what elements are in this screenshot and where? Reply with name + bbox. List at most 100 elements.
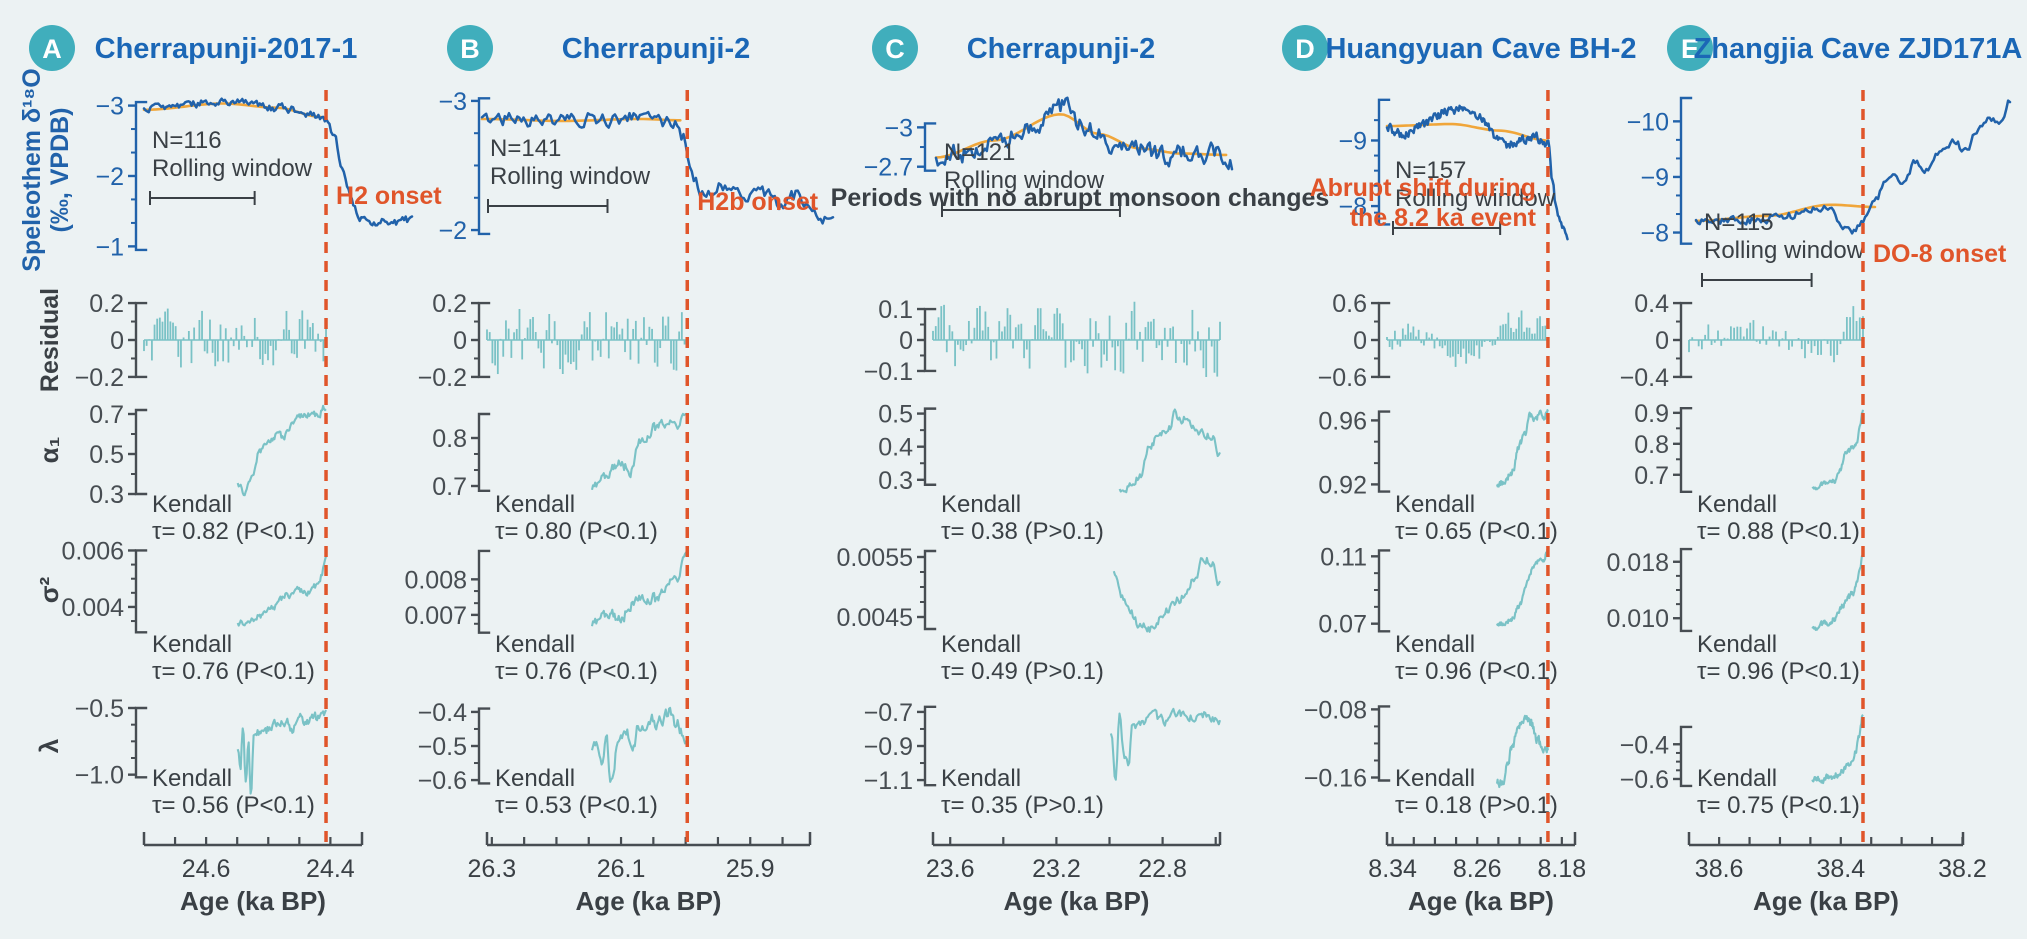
sigma-tick-label: 0.0045 xyxy=(837,604,913,632)
residual-tick-label: 0.4 xyxy=(1634,290,1669,318)
x-tick-label: 24.6 xyxy=(182,855,231,883)
panel-badge xyxy=(447,25,493,71)
sample-count-label: N=116 xyxy=(152,127,222,154)
panel-badge xyxy=(29,25,75,71)
alpha-tick-label: 0.3 xyxy=(878,467,913,495)
panel-badge xyxy=(1667,25,1713,71)
main-tick-label: −2.7 xyxy=(864,154,913,182)
x-tick-label: 8.18 xyxy=(1538,855,1587,883)
sigma-bracket xyxy=(923,549,937,631)
rolling-window-bar xyxy=(941,203,1121,217)
x-axis-title: Age (ka BP) xyxy=(1004,886,1150,916)
residual-tick-label: 0.2 xyxy=(432,290,467,318)
residual-tick-label: 0 xyxy=(899,327,913,355)
alpha-kendall-label: Kendall xyxy=(152,491,232,518)
sigma-kendall-label: Kendall xyxy=(152,631,232,658)
speleothem-units-label: (‰, VPDB) xyxy=(46,108,74,233)
alpha-stat-line xyxy=(1495,409,1549,488)
main-series-line xyxy=(1385,104,1569,241)
residual-tick-label: 0 xyxy=(110,327,124,355)
rolling-window-bar xyxy=(149,191,256,205)
alpha-kendall-tau-label: τ= 0.38 (P>0.1) xyxy=(941,518,1104,545)
x-tick-label: 38.6 xyxy=(1695,855,1744,883)
lambda-kendall-tau-label: τ= 0.18 (P>0.1) xyxy=(1395,792,1558,819)
sigma-kendall-tau-label: τ= 0.96 (P<0.1) xyxy=(1697,658,1860,685)
sigma-bracket xyxy=(1377,549,1391,633)
residual-tick-label: 0.6 xyxy=(1332,290,1367,318)
main-tick-label: −9 xyxy=(1338,127,1367,155)
speleothem-axis-label: Speleothem δ¹⁸O xyxy=(18,68,46,271)
lambda-kendall-label: Kendall xyxy=(941,765,1021,792)
panel-badge-letter: D xyxy=(1295,34,1315,64)
alpha-kendall-label: Kendall xyxy=(1395,491,1475,518)
lambda-tick-label: −0.4 xyxy=(1620,731,1669,759)
main-bracket xyxy=(1679,96,1693,245)
lambda-bracket xyxy=(923,705,937,787)
x-tick-label: 24.4 xyxy=(306,855,355,883)
residual-tick-label: −0.2 xyxy=(418,364,467,392)
sigma-stat-line xyxy=(1496,548,1549,627)
alpha-bracket xyxy=(923,407,937,486)
lambda-bracket xyxy=(477,707,491,785)
lambda-tick-label: −0.6 xyxy=(1620,766,1669,794)
residual-tick-label: −0.4 xyxy=(1620,364,1669,392)
main-tick-label: −9 xyxy=(1640,164,1669,192)
x-tick-label: 38.2 xyxy=(1938,855,1987,883)
event-label: DO-8 onset xyxy=(1873,240,2007,268)
x-tick-label: 26.1 xyxy=(597,855,646,883)
lambda-tick-label: −0.08 xyxy=(1304,696,1367,724)
lambda-kendall-tau-label: τ= 0.56 (P<0.1) xyxy=(152,792,315,819)
rolling-window-label: Rolling window xyxy=(152,155,313,182)
sigma-kendall-label: Kendall xyxy=(941,631,1021,658)
residual-axis-label: Residual xyxy=(36,288,64,392)
alpha-bracket xyxy=(134,408,148,496)
rolling-window-label: Rolling window xyxy=(1395,185,1556,212)
panel-badge xyxy=(872,25,918,71)
lambda-stat-line xyxy=(590,706,689,783)
lambda-kendall-label: Kendall xyxy=(152,765,232,792)
panel-badge-letter: C xyxy=(885,34,905,64)
x-axis-title: Age (ka BP) xyxy=(1408,886,1554,916)
event-label-line1: Abrupt shift during xyxy=(1310,174,1536,202)
sigma-bracket xyxy=(134,549,148,634)
lambda-tick-label: −1.0 xyxy=(75,762,124,790)
residual-bars xyxy=(486,308,689,375)
no-change-banner-label: Periods with no abrupt monsoon changes xyxy=(831,184,1330,212)
x-tick-label: 8.34 xyxy=(1368,855,1417,883)
rolling-window-label: Rolling window xyxy=(1704,237,1865,264)
alpha-tick-label: 0.92 xyxy=(1318,471,1367,499)
main-tick-label: −2 xyxy=(438,217,467,245)
lambda-bracket xyxy=(134,706,148,779)
lambda-kendall-label: Kendall xyxy=(1395,765,1475,792)
alpha-stat-line xyxy=(236,404,327,497)
sigma-kendall-label: Kendall xyxy=(1395,631,1475,658)
alpha-tick-label: 0.96 xyxy=(1318,407,1367,435)
alpha-stat-line xyxy=(590,412,688,491)
sigma2-axis-label: σ² xyxy=(34,576,64,603)
sigma-tick-label: 0.006 xyxy=(61,537,124,565)
x-axis-title: Age (ka BP) xyxy=(1753,886,1899,916)
sigma-bracket xyxy=(477,549,491,634)
alpha1-axis-label: α₁ xyxy=(34,437,64,464)
x-tick-label: 38.4 xyxy=(1816,855,1865,883)
x-axis xyxy=(142,832,364,847)
rolling-window-bar xyxy=(1392,221,1502,235)
alpha-tick-label: 0.9 xyxy=(1634,400,1669,428)
x-axis xyxy=(485,832,812,847)
sample-count-label: N=157 xyxy=(1395,157,1466,184)
panel-badge-letter: B xyxy=(460,34,480,64)
alpha-tick-label: 0.7 xyxy=(1634,462,1669,490)
sigma-stat-line xyxy=(1811,553,1865,631)
lambda-stat-line xyxy=(1495,714,1549,789)
lambda-tick-label: −0.5 xyxy=(418,733,467,761)
sigma-tick-label: 0.007 xyxy=(404,602,467,630)
x-tick-label: 8.26 xyxy=(1453,855,1502,883)
x-tick-label: 22.8 xyxy=(1138,855,1187,883)
alpha-tick-label: 0.8 xyxy=(1634,431,1669,459)
alpha-bracket xyxy=(1679,406,1693,494)
x-axis-title: Age (ka BP) xyxy=(180,886,326,916)
main-series-line xyxy=(142,97,414,227)
alpha-kendall-tau-label: τ= 0.88 (P<0.1) xyxy=(1697,518,1860,545)
